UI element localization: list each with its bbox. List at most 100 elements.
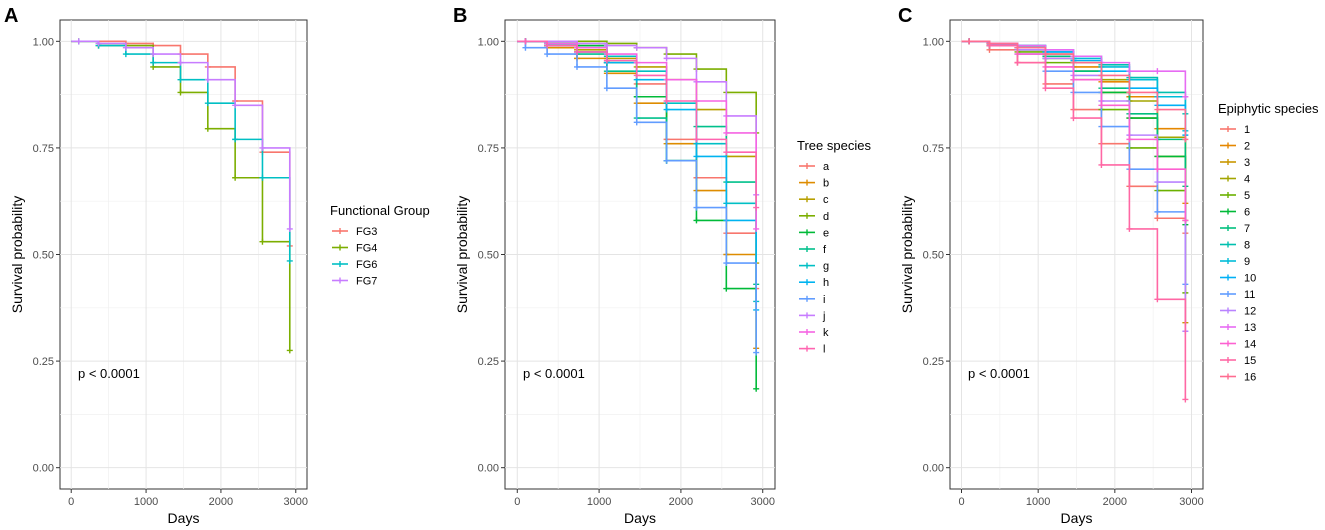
legend-label: FG3 (356, 226, 377, 238)
y-tick-label: 0.75 (923, 143, 944, 155)
legend-label: k (823, 327, 829, 339)
legend-item-c: c (799, 194, 829, 206)
legend-item-j: j (799, 310, 825, 322)
legend-item-g: g (799, 261, 829, 273)
censor-mark (1154, 208, 1161, 215)
y-tick-label: 0.50 (478, 250, 499, 262)
censor-mark (95, 40, 102, 47)
censor-mark (574, 63, 580, 70)
legend-item-h: h (799, 277, 829, 289)
x-tick-label: 2000 (1103, 496, 1127, 508)
y-tick-label: 0.25 (923, 356, 944, 368)
legend-item-10: 10 (1220, 273, 1256, 285)
censor-mark (232, 102, 239, 109)
censor-mark (1182, 217, 1189, 224)
censor-mark (204, 76, 211, 83)
y-axis-title: Survival probability (9, 196, 25, 314)
legend-label: g (823, 261, 829, 273)
legend-item-11: 11 (1220, 289, 1255, 301)
censor-mark (633, 44, 640, 51)
legend-item-13: 13 (1220, 322, 1256, 334)
legend-label: e (823, 227, 829, 239)
p-value-annotation: p < 0.0001 (78, 366, 140, 381)
legend-label: 11 (1244, 289, 1255, 301)
censor-mark (966, 38, 973, 45)
censor-mark (986, 40, 993, 47)
legend-label: i (823, 294, 825, 306)
censor-mark (286, 347, 293, 354)
x-tick-label: 3000 (1179, 496, 1203, 508)
y-tick-label: 1.00 (33, 36, 54, 48)
legend-item-i: i (799, 294, 825, 306)
legend-label: d (823, 211, 829, 223)
censor-mark (1154, 68, 1161, 75)
legend-label: 5 (1244, 190, 1250, 202)
y-tick-label: 0.25 (478, 356, 499, 368)
panel-c: 0 1000 2000 3000 0.00 0.25 0.50 0.75 1.00 p < 0.0… (898, 5, 1319, 526)
x-tick-label: 0 (514, 496, 520, 508)
legend-label: 13 (1244, 322, 1256, 334)
censor-mark (663, 106, 670, 113)
y-tick-label: 1.00 (478, 36, 499, 48)
censor-mark (286, 257, 293, 264)
censor-mark (723, 129, 730, 136)
censor-mark (753, 349, 760, 356)
legend-item-FG4: FG4 (332, 243, 377, 255)
x-tick-label: 3000 (284, 496, 308, 508)
censor-mark (1154, 166, 1161, 173)
censor-mark (1070, 59, 1077, 66)
censor-mark (1126, 225, 1133, 232)
censor-mark (723, 285, 730, 292)
legend-label: h (823, 277, 829, 289)
legend-item-b: b (799, 178, 829, 190)
censor-mark (177, 76, 184, 83)
censor-mark (232, 174, 239, 181)
y-tick-label: 0.50 (33, 250, 54, 262)
censor-mark (259, 174, 266, 181)
legend-label: f (823, 244, 827, 256)
censor-mark (633, 72, 640, 79)
legend-label: FG6 (356, 259, 377, 271)
legend-item-7: 7 (1220, 223, 1250, 235)
legend-title: Functional Group (330, 203, 430, 218)
censor-mark (1182, 396, 1189, 403)
censor-mark (544, 51, 551, 58)
legend-label: 3 (1244, 157, 1250, 169)
legend-label: 6 (1244, 207, 1250, 219)
legend-item-a: a (799, 161, 830, 173)
censor-mark (1042, 51, 1049, 58)
legend-item-14: 14 (1220, 339, 1256, 351)
legend-item-FG6: FG6 (332, 259, 377, 271)
legend-label: 14 (1244, 339, 1256, 351)
p-value-annotation: p < 0.0001 (523, 366, 585, 381)
censor-mark (177, 59, 184, 66)
legend-label: 7 (1244, 223, 1250, 235)
x-tick-label: 1000 (134, 496, 158, 508)
y-tick-label: 0.00 (923, 463, 944, 475)
censor-mark (259, 238, 266, 245)
censor-mark (75, 38, 82, 45)
censor-mark (693, 153, 700, 160)
y-tick-label: 0.00 (478, 463, 499, 475)
censor-mark (259, 144, 266, 151)
censor-mark (177, 89, 184, 96)
legend-label: 8 (1244, 240, 1250, 252)
censor-mark (204, 100, 211, 107)
censor-mark (1182, 136, 1189, 143)
legend-label: 10 (1244, 273, 1256, 285)
legend-item-2: 2 (1220, 141, 1250, 153)
legend-item-3: 3 (1220, 157, 1250, 169)
legend-item-15: 15 (1220, 355, 1256, 367)
censor-mark (204, 125, 211, 132)
censor-mark (150, 51, 157, 58)
legend-label: j (822, 310, 825, 322)
legend-item-k: k (799, 327, 829, 339)
x-tick-label: 1000 (1026, 496, 1050, 508)
legend-label: 4 (1244, 174, 1250, 186)
legend-item-e: e (799, 227, 829, 239)
y-tick-label: 0.75 (33, 143, 54, 155)
legend-label: b (823, 178, 829, 190)
censor-mark (1154, 215, 1161, 222)
censor-mark (1098, 161, 1105, 168)
censor-mark (1154, 179, 1161, 186)
